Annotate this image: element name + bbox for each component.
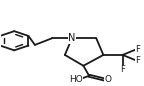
- Text: F: F: [136, 56, 140, 65]
- Text: N: N: [68, 33, 76, 43]
- Text: F: F: [136, 45, 140, 54]
- Text: HO: HO: [69, 75, 83, 84]
- Text: O: O: [104, 75, 111, 84]
- Text: F: F: [120, 65, 125, 74]
